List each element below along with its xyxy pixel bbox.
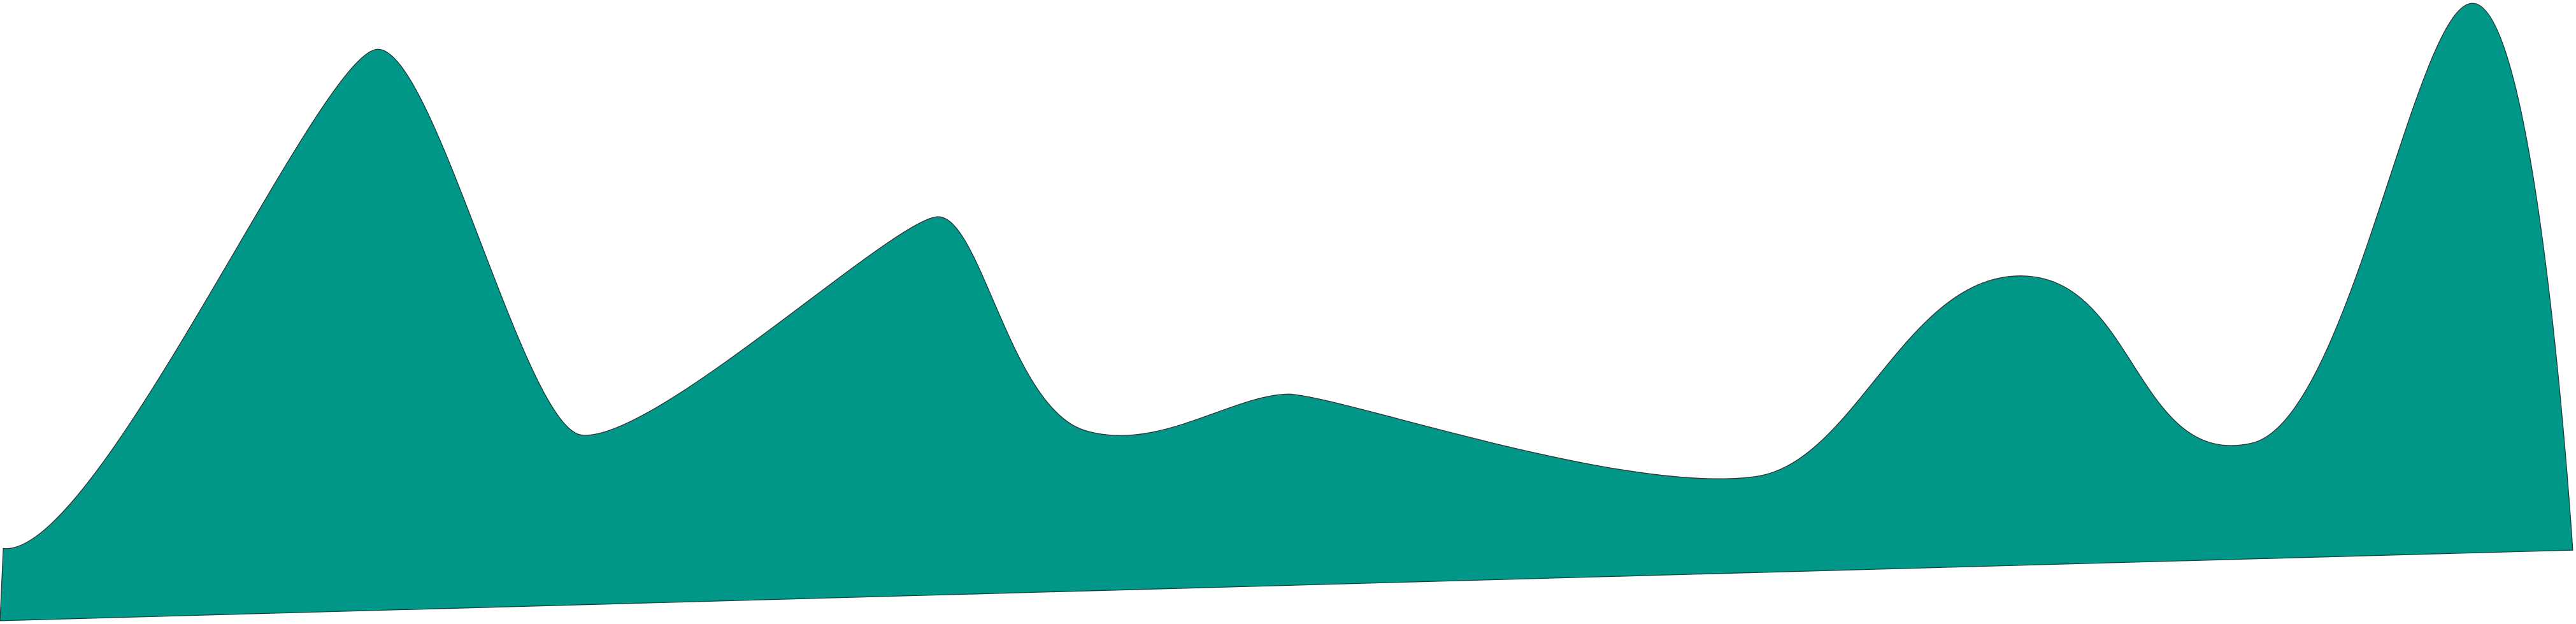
wave-shape [0, 3, 2573, 621]
